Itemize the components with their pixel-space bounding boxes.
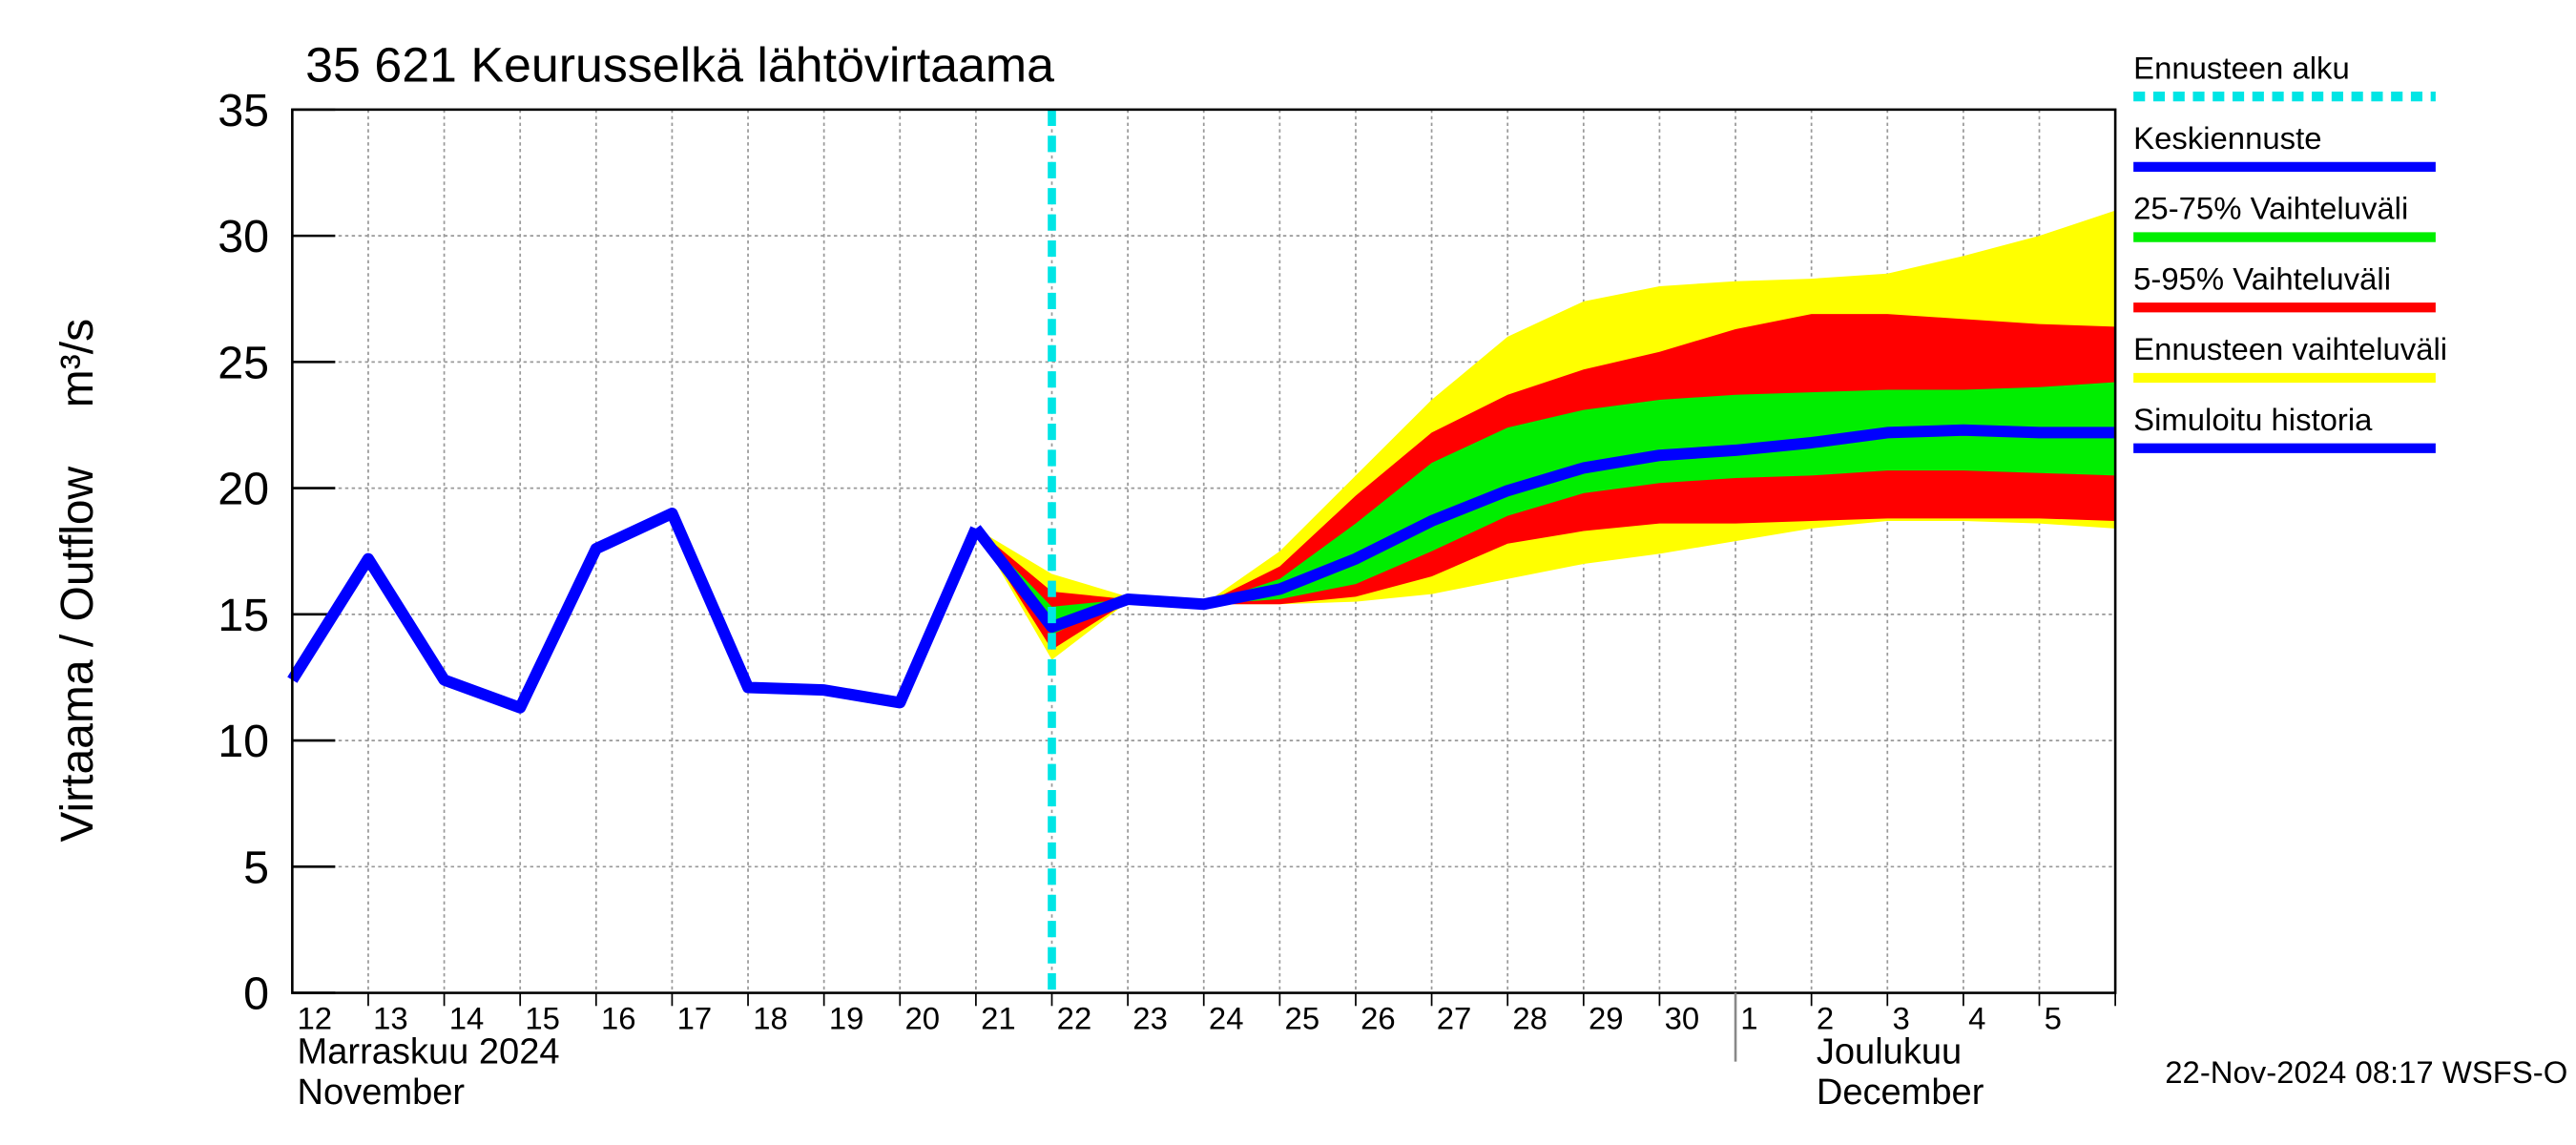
y-tick-label: 0 [243, 968, 269, 1020]
x-tick-label: 5 [2045, 1000, 2062, 1035]
chart-title: 35 621 Keurusselkä lähtövirtaama [305, 37, 1054, 93]
x-tick-label: 18 [753, 1000, 788, 1035]
x-tick-label: 1 [1740, 1000, 1757, 1035]
x-tick-label: 14 [449, 1000, 485, 1035]
x-tick-label: 17 [677, 1000, 713, 1035]
x-tick-label: 13 [373, 1000, 408, 1035]
legend-label: 5-95% Vaihteluväli [2133, 261, 2391, 297]
x-tick-label: 19 [829, 1000, 864, 1035]
y-tick-label: 10 [218, 716, 269, 767]
x-tick-label: 28 [1512, 1000, 1548, 1035]
x-tick-label: 25 [1285, 1000, 1320, 1035]
x-tick-label: 23 [1132, 1000, 1168, 1035]
x-tick-label: 29 [1589, 1000, 1624, 1035]
x-tick-label: 27 [1437, 1000, 1472, 1035]
x-tick-label: 16 [601, 1000, 636, 1035]
legend-label: Simuloitu historia [2133, 402, 2373, 437]
x-tick-label: 26 [1361, 1000, 1396, 1035]
y-tick-label: 30 [218, 211, 269, 262]
y-tick-label: 5 [243, 843, 269, 894]
series-line [287, 508, 982, 714]
x-tick-label: 12 [298, 1000, 333, 1035]
x-tick-label: 30 [1665, 1000, 1700, 1035]
y-tick-label: 25 [218, 338, 269, 389]
y-axis-label: Virtaama / Outflow [52, 467, 103, 843]
month-label: December [1817, 1072, 1984, 1113]
x-tick-label: 24 [1209, 1000, 1244, 1035]
x-tick-label: 15 [525, 1000, 560, 1035]
timestamp: 22-Nov-2024 08:17 WSFS-O [2165, 1054, 2567, 1090]
y-tick-label: 35 [218, 85, 269, 136]
y-tick-label: 20 [218, 464, 269, 515]
month-label: Marraskuu 2024 [298, 1031, 560, 1072]
legend-label: Ennusteen alku [2133, 50, 2350, 85]
x-tick-label: 3 [1892, 1000, 1909, 1035]
x-tick-label: 21 [981, 1000, 1016, 1035]
month-label: Joulukuu [1817, 1031, 1962, 1072]
x-tick-label: 4 [1968, 1000, 1985, 1035]
series-line [971, 424, 2116, 634]
y-tick-label: 15 [218, 590, 269, 641]
y-axis-unit: m³/s [52, 319, 103, 407]
x-tick-label: 20 [904, 1000, 940, 1035]
legend-label: Keskiennuste [2133, 120, 2321, 156]
x-tick-label: 22 [1057, 1000, 1092, 1035]
month-label: November [298, 1072, 466, 1113]
legend-label: 25-75% Vaihteluväli [2133, 191, 2408, 226]
x-tick-label: 2 [1817, 1000, 1834, 1035]
legend-label: Ennusteen vaihteluväli [2133, 331, 2447, 366]
